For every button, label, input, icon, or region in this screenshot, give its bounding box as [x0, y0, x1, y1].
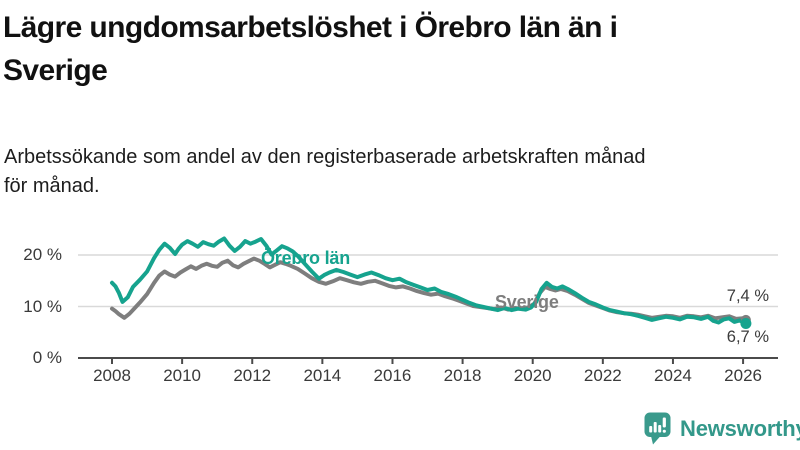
- x-tick-label: 2022: [583, 366, 622, 385]
- page-title-line2: Sverige: [3, 54, 108, 87]
- sverige-end-value-label: 7,4 %: [726, 287, 769, 305]
- x-tick-label: 2024: [654, 366, 692, 385]
- orebro-line-series: [110, 236, 748, 326]
- newsworthy-logo-text: Newsworthy: [680, 415, 800, 441]
- newsworthy-logo: Newsworthy: [644, 412, 800, 445]
- x-tick-label: 2020: [513, 366, 552, 385]
- y-tick-label: 10 %: [23, 296, 62, 316]
- x-tick-label: 2018: [443, 366, 482, 385]
- chart-subtitle: Arbetssökande som andel av den registerb…: [4, 143, 764, 201]
- y-tick-label: 20 %: [23, 245, 62, 264]
- orebro-end-value-label: 6,7 %: [726, 328, 769, 346]
- y-tick-label: 0 %: [32, 348, 62, 367]
- x-tick-label: 2016: [373, 366, 412, 385]
- newsworthy-logo-icon: [644, 412, 671, 445]
- sverige-series-label: Sverige: [495, 292, 559, 312]
- orebro-series-label: Örebro län: [261, 248, 351, 268]
- x-tick-label: 2008: [93, 366, 131, 385]
- x-tick-label: 2012: [233, 366, 272, 385]
- x-tick-label: 2010: [163, 366, 202, 385]
- orebro-end-dot: [740, 318, 752, 329]
- x-tick-label: 2014: [303, 366, 342, 385]
- x-tick-label: 2026: [724, 366, 762, 385]
- page-title-line1: Lägre ungdomsarbetslöshet i Örebro län ä…: [3, 11, 618, 44]
- page-title: Lägre ungdomsarbetslöshet i Örebro län ä…: [3, 6, 783, 92]
- chart-subtitle-line2: för månad.: [4, 175, 100, 197]
- chart-subtitle-line1: Arbetssökande som andel av den registerb…: [4, 146, 646, 168]
